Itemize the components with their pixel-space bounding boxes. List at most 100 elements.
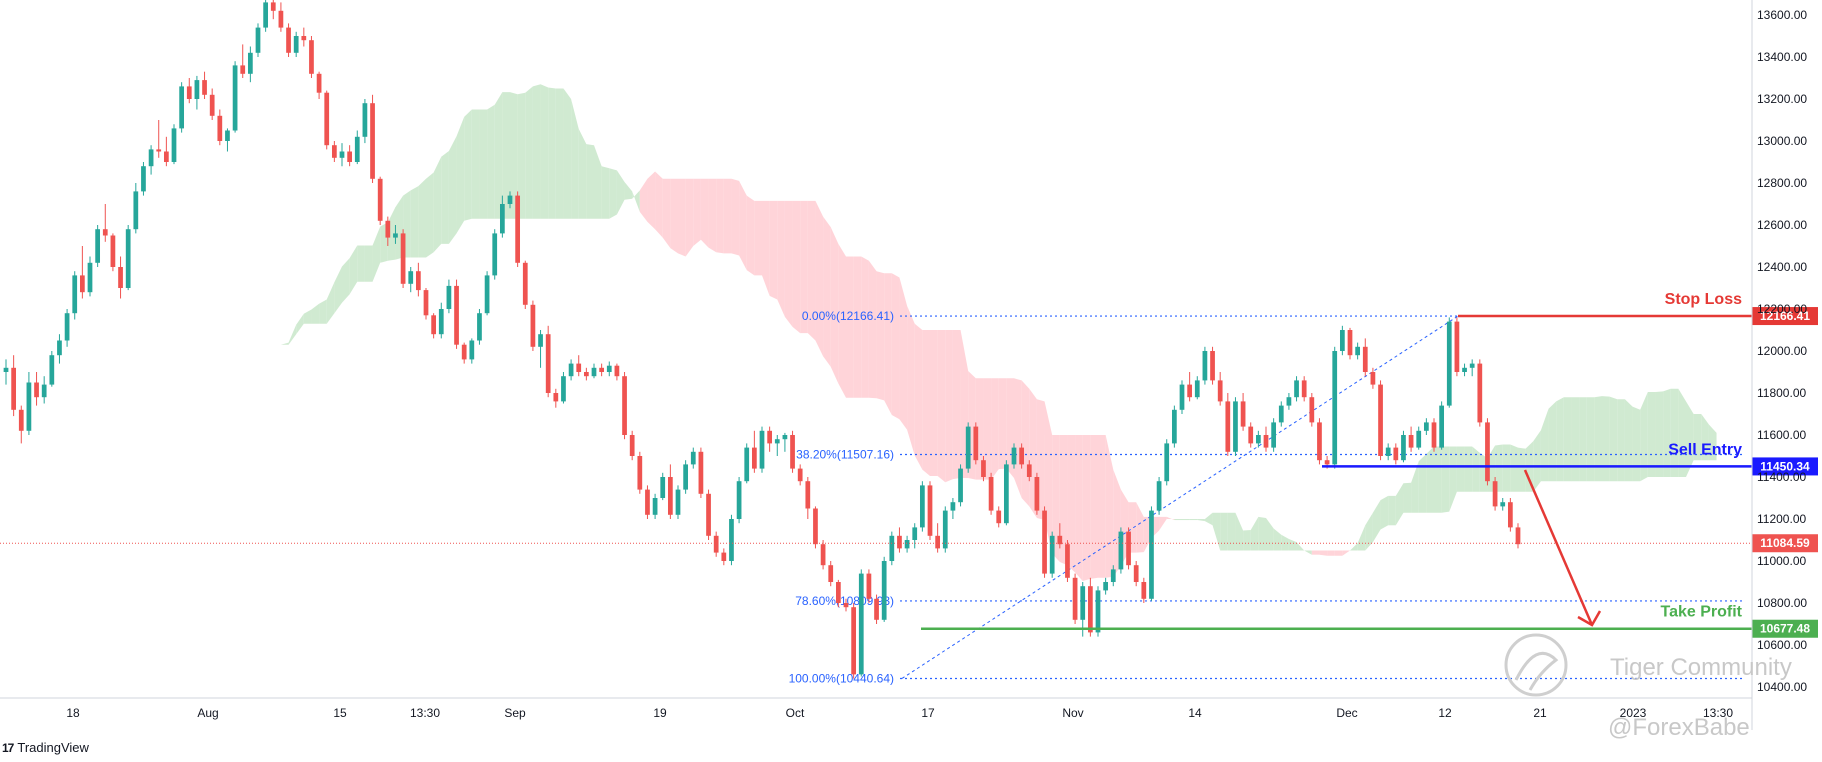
candle-body-up — [1194, 380, 1200, 398]
cloud-bearish-segment — [991, 378, 999, 480]
tradingview-brand[interactable]: 17 TradingView — [2, 740, 89, 755]
cloud-bullish-segment — [1632, 406, 1641, 482]
cloud-bullish-segment — [632, 190, 640, 212]
candle-body-down — [11, 367, 17, 410]
candle-body-down — [1042, 510, 1047, 574]
candle-body-up — [1423, 422, 1429, 431]
cloud-bearish-segment — [891, 273, 900, 420]
tradingview-logo-icon: 17 — [2, 740, 14, 755]
candle-body-up — [1156, 481, 1162, 511]
candle-body-down — [415, 271, 421, 291]
cloud-bullish-segment — [1556, 397, 1564, 482]
candle-body-up — [675, 489, 681, 515]
candle-body-down — [1034, 477, 1040, 511]
candle-body-down — [454, 285, 459, 345]
candle-body-down — [1454, 321, 1460, 372]
watermark-handle: @ForexBabe — [1608, 714, 1750, 741]
price-tick-label: 13200.00 — [1757, 92, 1807, 106]
candle-body-up — [591, 367, 597, 377]
cloud-bullish-segment — [426, 172, 434, 258]
cloud-bearish-segment — [639, 178, 648, 222]
candle-body-up — [179, 86, 185, 129]
cloud-bullish-segment — [502, 92, 510, 219]
cloud-bearish-segment — [739, 180, 747, 271]
candle-body-down — [790, 435, 795, 469]
cloud-bullish-segment — [1266, 517, 1274, 551]
cloud-bullish-segment — [311, 303, 320, 324]
cloud-bearish-segment — [952, 330, 961, 480]
cloud-bullish-segment — [1350, 543, 1358, 551]
candle-body-up — [133, 191, 139, 230]
cloud-bullish-segment — [1540, 408, 1549, 482]
candle-body-up — [561, 376, 566, 402]
cloud-bullish-segment — [1533, 430, 1541, 492]
cloud-bullish-segment — [1174, 519, 1182, 521]
cloud-bullish-segment — [1288, 538, 1297, 551]
cloud-bullish-segment — [563, 88, 572, 219]
candle-body-down — [1347, 330, 1353, 356]
candle-body-down — [209, 94, 215, 116]
candle-body-down — [866, 573, 872, 599]
cloud-bearish-segment — [922, 330, 930, 476]
cloud-bullish-segment — [1365, 512, 1373, 551]
cloud-bearish-segment — [746, 195, 755, 276]
cloud-bearish-segment — [1166, 516, 1175, 521]
cloud-bullish-segment — [594, 145, 602, 219]
cloud-bullish-segment — [1678, 388, 1686, 477]
candle-body-down — [981, 460, 986, 477]
candle-body-up — [919, 485, 925, 528]
cloud-bearish-segment — [800, 200, 808, 334]
candle-body-down — [240, 65, 246, 74]
price-tick-label: 12000.00 — [1757, 344, 1807, 358]
cloud-bullish-segment — [448, 136, 457, 244]
cloud-bullish-segment — [1464, 446, 1473, 492]
candle-body-up — [1110, 569, 1116, 582]
candle-body-up — [1332, 351, 1338, 465]
candle-body-down — [1485, 422, 1490, 482]
current-price-tag — [1752, 534, 1818, 553]
candle-body-down — [874, 598, 879, 620]
cloud-bearish-segment — [662, 178, 671, 249]
candle-body-up — [171, 128, 177, 162]
candle-body-down — [18, 409, 24, 431]
cloud-bearish-segment — [945, 330, 953, 483]
candle-body-up — [1278, 405, 1284, 423]
candle-body-down — [1263, 435, 1269, 448]
level-label: Sell Entry — [1668, 441, 1742, 458]
candle-body-down — [1370, 372, 1376, 385]
candle-body-down — [667, 477, 673, 515]
candle-body-down — [461, 344, 467, 360]
candle-body-up — [225, 130, 230, 141]
candle-body-up — [568, 363, 574, 377]
cloud-bullish-segment — [1563, 397, 1572, 482]
candle-body-up — [247, 52, 253, 74]
candle-body-up — [438, 309, 444, 335]
candle-body-down — [186, 86, 192, 99]
watermark-community: Tiger Community — [1610, 654, 1792, 681]
candle-body-down — [935, 535, 941, 549]
candle-body-up — [1118, 531, 1124, 570]
time-tick-label: 14 — [1188, 706, 1202, 720]
tiger-logo-icon — [1504, 633, 1568, 697]
cloud-bullish-segment — [1502, 444, 1511, 492]
cloud-bullish-segment — [1212, 512, 1221, 551]
cloud-bullish-segment — [1411, 461, 1419, 513]
candle-body-up — [87, 262, 93, 293]
price-tick-label: 12200.00 — [1757, 302, 1807, 316]
cloud-bullish-segment — [1456, 446, 1465, 492]
candle-body-up — [1103, 582, 1109, 591]
level-price-tag-label: 10677.48 — [1760, 622, 1810, 636]
candle-body-down — [423, 290, 429, 316]
cloud-bullish-segment — [1495, 444, 1503, 492]
cloud-bullish-segment — [1380, 495, 1389, 530]
candle-body-down — [851, 607, 857, 675]
time-tick-label: 13:30 — [410, 706, 440, 720]
cloud-bullish-segment — [1655, 391, 1664, 477]
cloud-bearish-segment — [1159, 516, 1167, 531]
cloud-bearish-segment — [777, 200, 785, 317]
candle-body-down — [583, 372, 589, 377]
cloud-bullish-segment — [204, 372, 213, 386]
candle-body-up — [606, 365, 612, 372]
cloud-bearish-segment — [792, 200, 801, 334]
cloud-bullish-segment — [319, 299, 327, 324]
